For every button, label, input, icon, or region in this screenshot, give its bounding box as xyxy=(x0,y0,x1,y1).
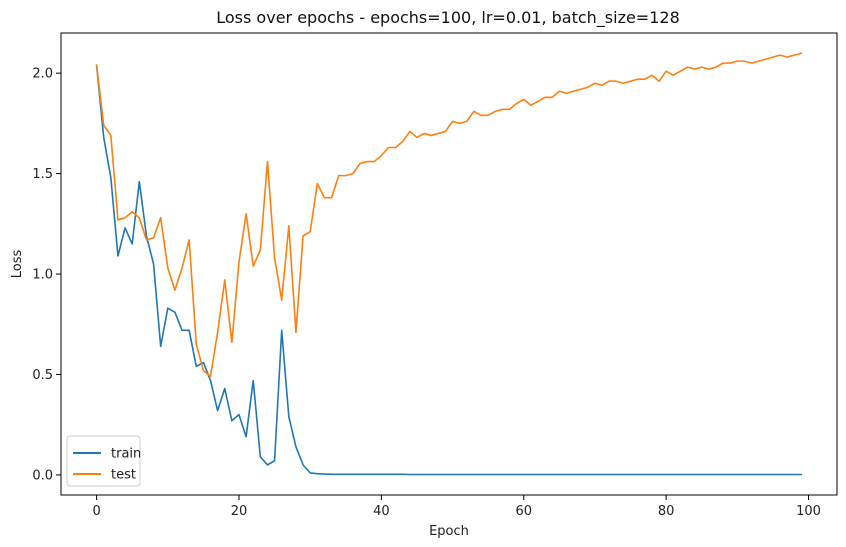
y-axis: 0.0 0.5 1.0 1.5 2.0 xyxy=(32,67,61,483)
series-line-train xyxy=(95,64,803,476)
x-axis-label: Epoch xyxy=(429,524,469,539)
series-lines xyxy=(95,52,803,476)
legend-label-test: test xyxy=(111,468,136,483)
y-axis-label: Loss xyxy=(10,250,25,279)
chart-title: Loss over epochs - epochs=100, lr=0.01, … xyxy=(216,8,680,28)
x-tick-label: 80 xyxy=(658,504,675,519)
y-tick-label: 2.0 xyxy=(32,67,53,82)
x-axis: 0 20 40 60 80 100 xyxy=(92,495,821,519)
x-tick-label: 100 xyxy=(796,504,821,519)
x-tick-label: 40 xyxy=(373,504,390,519)
y-tick-label: 1.0 xyxy=(32,268,53,283)
y-tick-label: 0.0 xyxy=(32,468,53,483)
x-tick-label: 60 xyxy=(515,504,532,519)
series-line-test xyxy=(95,52,803,378)
x-tick-label: 20 xyxy=(231,504,248,519)
y-tick-label: 0.5 xyxy=(32,368,53,383)
plot-area-frame xyxy=(60,32,838,496)
y-tick-label: 1.5 xyxy=(32,167,53,182)
x-tick-label: 0 xyxy=(92,504,100,519)
legend: train test xyxy=(66,435,141,487)
legend-label-train: train xyxy=(111,447,141,462)
